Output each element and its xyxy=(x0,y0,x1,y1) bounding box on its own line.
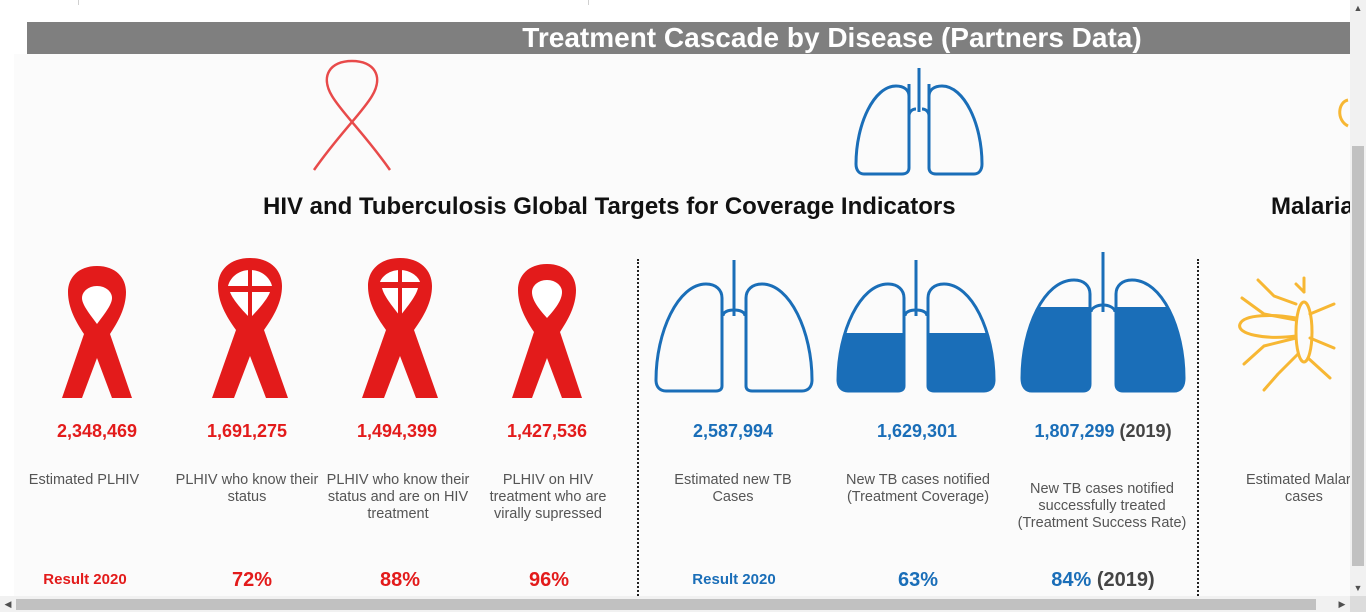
section-divider xyxy=(1197,259,1199,596)
vertical-scroll-thumb[interactable] xyxy=(1352,146,1364,566)
tick-mark xyxy=(588,0,589,5)
indicator-label: PLHIV who know their status and are on H… xyxy=(326,472,470,522)
indicator-label: Estimated Malaria cases xyxy=(1245,472,1350,505)
lungs-outline-icon xyxy=(854,68,984,176)
scroll-right-arrow-icon[interactable]: ▶ xyxy=(1338,599,1346,609)
dashboard-canvas: HIV and Tuberculosis Global Targets for … xyxy=(14,54,1350,596)
hiv-ribbon-outline-icon xyxy=(312,59,392,171)
tb-percentage-group: 84% (2019) xyxy=(1019,569,1187,592)
section-divider xyxy=(637,259,639,596)
result-year-label: Result 2020 xyxy=(43,571,127,588)
tb-lungs-icon xyxy=(836,260,996,393)
tb-lungs-icon xyxy=(654,260,814,393)
indicator-label: New TB cases notified successfully treat… xyxy=(1017,481,1187,531)
hiv-percentage: 88% xyxy=(379,569,421,591)
horizontal-scroll-thumb[interactable] xyxy=(16,599,1316,610)
mosquito-icon xyxy=(1338,98,1349,128)
tb-lungs-icon xyxy=(1020,252,1186,393)
indicator-label: PLHIV who know their status xyxy=(175,472,319,505)
hiv-percentage: 72% xyxy=(231,569,273,591)
hiv-ribbon-icon xyxy=(212,258,288,398)
page-title: Treatment Cascade by Disease (Partners D… xyxy=(522,22,1142,53)
malaria-section-title: Malaria xyxy=(1271,193,1350,220)
indicator-label: PLHIV on HIV treatment who are virally s… xyxy=(489,472,607,522)
top-strip xyxy=(0,0,1350,6)
indicator-label: Estimated new TB Cases xyxy=(674,472,792,505)
hiv-value: 1,427,536 xyxy=(506,421,588,441)
hiv-ribbon-icon xyxy=(362,258,438,398)
scroll-up-arrow-icon[interactable]: ▲ xyxy=(1353,3,1363,13)
hiv-tb-section-title: HIV and Tuberculosis Global Targets for … xyxy=(263,193,956,220)
hiv-value: 1,494,399 xyxy=(356,421,438,441)
hiv-value: 1,691,275 xyxy=(206,421,288,441)
result-year-label: Result 2020 xyxy=(692,571,776,588)
tb-percentage: 63% xyxy=(897,569,939,591)
mosquito-icon xyxy=(1238,276,1336,392)
scrollbar-corner xyxy=(1350,596,1366,612)
hiv-ribbon-icon xyxy=(512,264,582,398)
indicator-label: Estimated PLHIV xyxy=(28,472,140,488)
tb-percentage-year: (2019) xyxy=(1096,569,1155,591)
hiv-value: 2,348,469 xyxy=(56,421,138,441)
tb-value: 2,587,994 xyxy=(692,421,774,441)
vertical-scrollbar[interactable]: ▲ ▼ xyxy=(1350,0,1366,596)
hiv-ribbon-icon xyxy=(62,266,132,398)
hiv-percentage: 96% xyxy=(528,569,570,591)
indicator-label: New TB cases notified (Treatment Coverag… xyxy=(846,472,990,505)
tb-percentage: 84% xyxy=(1051,569,1092,591)
scroll-down-arrow-icon[interactable]: ▼ xyxy=(1353,583,1363,593)
tb-value: 1,807,299 xyxy=(1034,421,1115,441)
tb-value-group: 1,807,299 (2019) xyxy=(1019,421,1187,442)
tick-mark xyxy=(78,0,79,5)
tb-value-year: (2019) xyxy=(1119,421,1172,441)
title-banner: Treatment Cascade by Disease (Partners D… xyxy=(27,22,1350,54)
scroll-left-arrow-icon[interactable]: ◀ xyxy=(4,599,12,609)
horizontal-scrollbar[interactable]: ◀ ▶ xyxy=(0,596,1350,612)
tb-value: 1,629,301 xyxy=(876,421,958,441)
